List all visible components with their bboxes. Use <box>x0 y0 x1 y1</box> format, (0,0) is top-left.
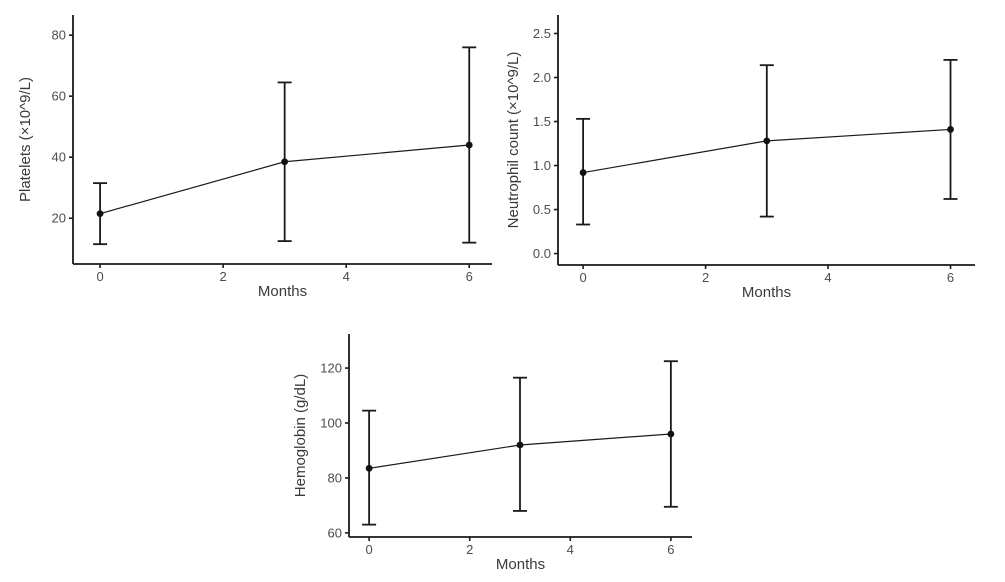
data-point <box>281 158 289 166</box>
x-tick-label: 4 <box>567 542 574 557</box>
data-point <box>516 441 524 449</box>
y-axis-title: Hemoglobin (g/dL) <box>292 374 309 497</box>
chart-svg-platelets: 20 40 60 80 0 2 4 6 Platelets (×10^9/L) Months <box>17 15 492 300</box>
y-tick-label: 80 <box>52 28 66 43</box>
y-tick-label: 100 <box>320 416 342 431</box>
y-tick-label: 1.5 <box>533 114 551 129</box>
y-tick-label: 0.0 <box>533 246 551 261</box>
y-tick-label: 1.0 <box>533 158 551 173</box>
data-point <box>365 464 373 472</box>
chart-hemoglobin: 60 80 100 120 0 2 4 6 Hemoglobin (g/dL) Months <box>280 300 742 580</box>
x-tick-label: 6 <box>466 269 473 284</box>
x-axis-title: Months <box>258 283 307 300</box>
data-point <box>96 210 104 218</box>
chart-svg-neutrophil-count: 0.0 0.5 1.0 1.5 2.0 2.5 0 2 4 6 Neutrophil count (… <box>505 15 975 300</box>
data-point <box>763 137 771 145</box>
y-tick-label: 40 <box>52 150 66 165</box>
y-axis-title: Platelets (×10^9/L) <box>17 77 34 202</box>
data-point <box>465 141 473 149</box>
x-tick-label: 2 <box>702 270 709 285</box>
x-tick-label: 2 <box>466 542 473 557</box>
y-tick-label: 0.5 <box>533 202 551 217</box>
x-tick-label: 6 <box>947 270 954 285</box>
data-point <box>667 430 675 438</box>
data-point <box>579 169 587 176</box>
data-point <box>947 126 954 133</box>
x-tick-label: 2 <box>220 269 227 284</box>
chart-svg-hemoglobin: 60 80 100 120 0 2 4 6 Hemoglobin (g/dL) Months <box>292 334 692 573</box>
x-tick-label: 0 <box>579 270 586 285</box>
y-tick-label: 2.5 <box>533 26 551 41</box>
y-tick-label: 120 <box>320 361 342 376</box>
x-tick-label: 0 <box>96 269 103 284</box>
x-tick-label: 0 <box>366 542 373 557</box>
chart-neutrophil-count: 0.0 0.5 1.0 1.5 2.0 2.5 0 2 4 6 Neutrophil count (… <box>505 0 1005 300</box>
x-axis-title: Months <box>496 556 545 573</box>
y-tick-label: 20 <box>52 211 66 226</box>
y-tick-label: 60 <box>52 89 66 104</box>
x-tick-label: 6 <box>667 542 674 557</box>
x-tick-label: 4 <box>824 270 831 285</box>
y-tick-label: 60 <box>328 525 342 540</box>
chart-platelets: 20 40 60 80 0 2 4 6 Platelets (×10^9/L) Months <box>0 0 505 300</box>
x-axis-title: Months <box>742 284 791 300</box>
x-tick-label: 4 <box>343 269 350 284</box>
y-tick-label: 80 <box>328 470 342 485</box>
y-tick-label: 2.0 <box>533 70 551 85</box>
y-axis-title: Neutrophil count (×10^9/L) <box>505 52 522 229</box>
